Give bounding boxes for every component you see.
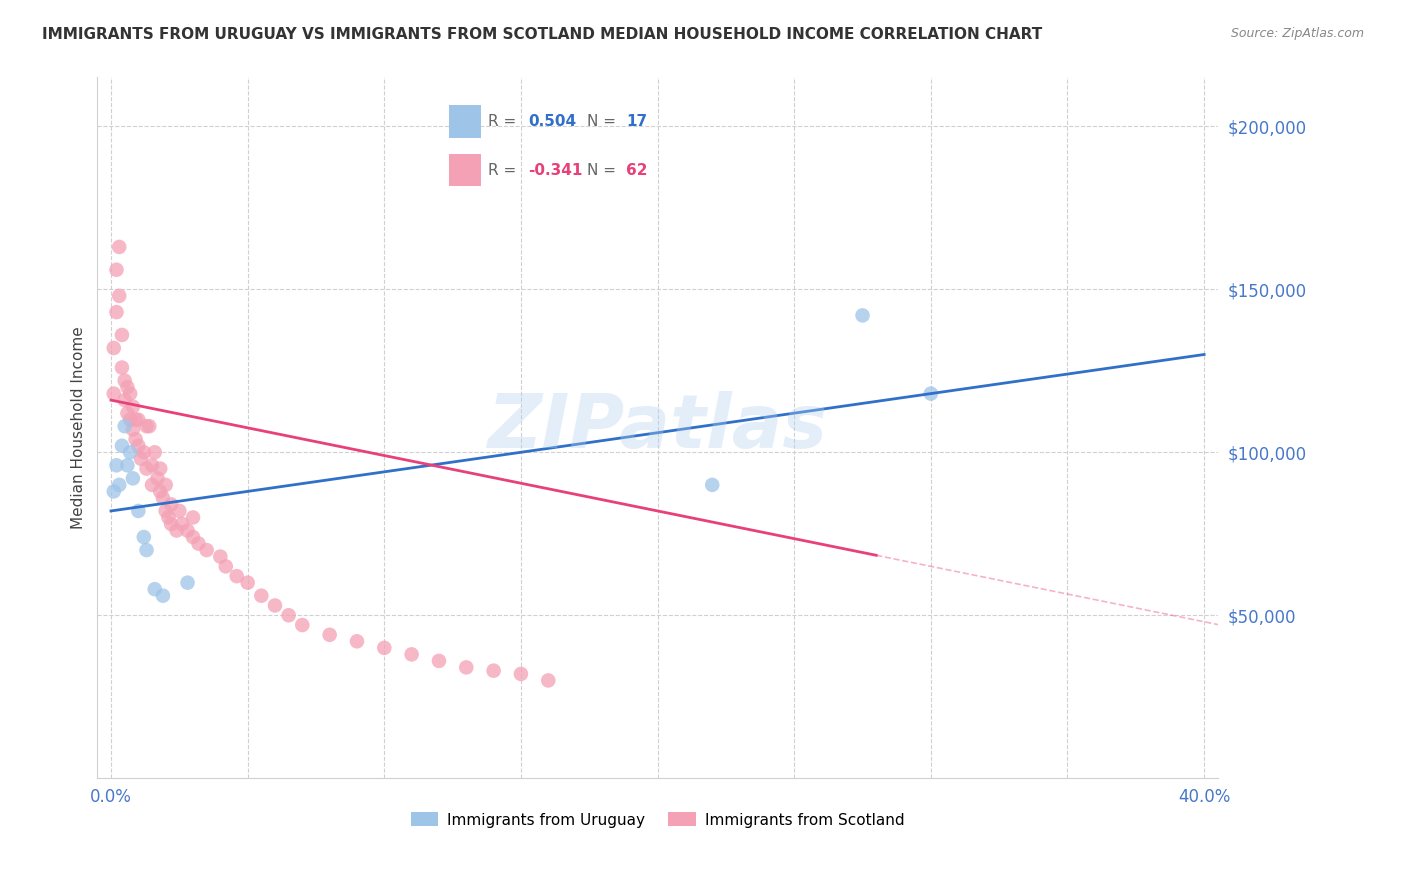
Point (236, 575, 259, 590)
Point (456, 660, 478, 674)
Point (111, 439, 134, 453)
Point (105, 305, 128, 319)
Point (170, 516, 193, 531)
Point (169, 504, 191, 518)
Point (277, 608, 299, 623)
Point (114, 419, 136, 434)
Point (138, 419, 160, 434)
Point (132, 445, 155, 459)
Point (176, 575, 198, 590)
Point (146, 471, 169, 485)
Point (108, 478, 131, 492)
Point (120, 386, 142, 401)
Point (127, 412, 149, 426)
Point (195, 543, 218, 558)
Point (176, 524, 198, 538)
Point (510, 667, 533, 681)
Point (103, 484, 125, 499)
Point (155, 478, 177, 492)
Point (401, 648, 423, 662)
Point (143, 582, 166, 597)
Point (135, 461, 157, 475)
Point (346, 634, 368, 648)
Point (117, 458, 139, 473)
Point (291, 618, 314, 632)
Y-axis label: Median Household Income: Median Household Income (72, 326, 86, 529)
Point (318, 628, 340, 642)
Point (120, 412, 142, 426)
Point (108, 240, 131, 254)
Point (122, 400, 145, 414)
Point (851, 309, 873, 323)
Point (114, 374, 136, 388)
Point (920, 386, 942, 401)
Point (160, 498, 183, 512)
Text: ZIPatlas: ZIPatlas (488, 392, 828, 465)
Point (149, 484, 172, 499)
Point (537, 673, 560, 688)
Point (215, 559, 238, 574)
Point (124, 412, 146, 426)
Point (111, 360, 134, 375)
Point (108, 289, 131, 303)
Point (105, 458, 128, 473)
Text: Source: ZipAtlas.com: Source: ZipAtlas.com (1230, 27, 1364, 40)
Point (122, 422, 145, 436)
Point (225, 569, 247, 583)
Point (702, 478, 724, 492)
Legend: Immigrants from Uruguay, Immigrants from Scotland: Immigrants from Uruguay, Immigrants from… (405, 806, 911, 834)
Point (143, 445, 166, 459)
Point (105, 262, 128, 277)
Point (124, 432, 146, 446)
Point (141, 458, 163, 473)
Point (155, 504, 177, 518)
Point (160, 516, 183, 531)
Point (129, 451, 152, 466)
Point (135, 419, 157, 434)
Point (373, 640, 395, 655)
Text: IMMIGRANTS FROM URUGUAY VS IMMIGRANTS FROM SCOTLAND MEDIAN HOUSEHOLD INCOME CORR: IMMIGRANTS FROM URUGUAY VS IMMIGRANTS FR… (42, 27, 1042, 42)
Point (152, 589, 174, 603)
Point (427, 654, 450, 668)
Point (181, 530, 204, 544)
Point (127, 439, 149, 453)
Point (122, 471, 145, 485)
Point (117, 406, 139, 420)
Point (181, 510, 204, 524)
Point (103, 341, 125, 355)
Point (264, 599, 287, 613)
Point (135, 543, 157, 558)
Point (111, 327, 134, 342)
Point (157, 510, 180, 524)
Point (132, 530, 155, 544)
Point (482, 664, 505, 678)
Point (127, 504, 149, 518)
Point (209, 549, 232, 564)
Point (187, 536, 209, 550)
Point (120, 445, 142, 459)
Point (166, 524, 188, 538)
Point (141, 478, 163, 492)
Point (117, 380, 139, 394)
Point (103, 386, 125, 401)
Point (149, 461, 172, 475)
Point (152, 491, 174, 505)
Point (250, 589, 273, 603)
Point (114, 393, 136, 408)
